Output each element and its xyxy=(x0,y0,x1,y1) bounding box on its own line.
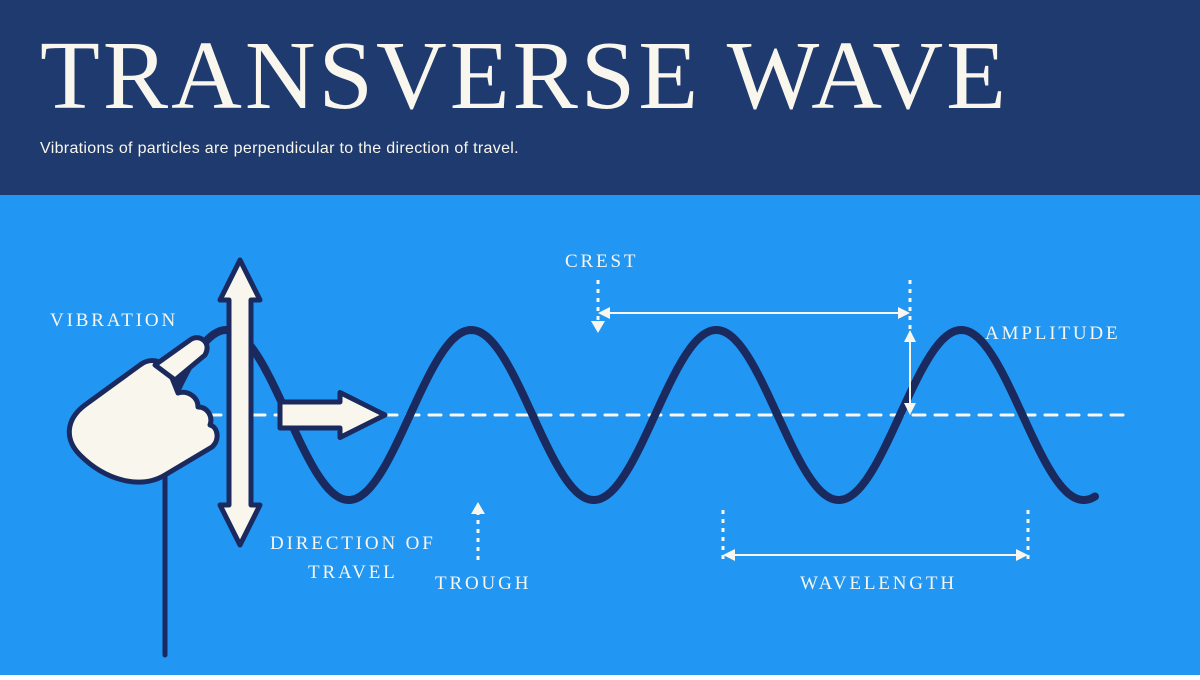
page-subtitle: Vibrations of particles are perpendicula… xyxy=(40,140,1160,158)
trough-label: TROUGH xyxy=(435,573,531,595)
wavelength-label: WAVELENGTH xyxy=(800,573,957,595)
crest-label: CREST xyxy=(565,251,638,273)
vibration-label: VIBRATION xyxy=(50,310,178,332)
header-banner: TRANSVERSE WAVE Vibrations of particles … xyxy=(0,0,1200,195)
amplitude-label: AMPLITUDE xyxy=(985,323,1120,345)
diagram-area: VIBRATION DIRECTION OF TRAVEL CREST TROU… xyxy=(0,195,1200,675)
page-title: TRANSVERSE WAVE xyxy=(40,20,1160,132)
direction-label: DIRECTION OF TRAVEL xyxy=(270,530,436,587)
